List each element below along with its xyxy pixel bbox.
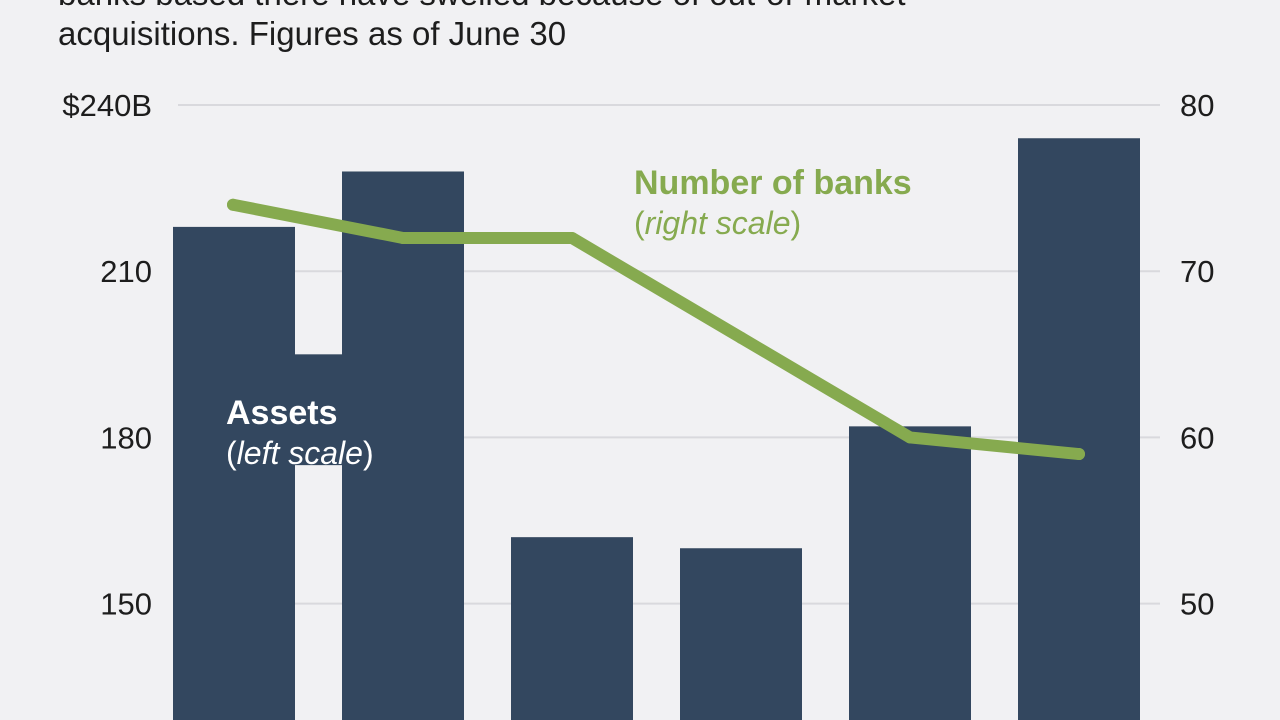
scale-note-italic: right scale xyxy=(645,205,791,241)
right-tick-label-3: 50 xyxy=(1180,587,1214,622)
bank-count-point-6 xyxy=(1073,448,1085,461)
bank-count-point-3 xyxy=(566,231,578,244)
bank-count-point-4 xyxy=(735,331,747,344)
left-tick-label-0: $240B xyxy=(62,88,152,123)
bank-count-polyline xyxy=(227,198,1085,461)
asset-bar-3 xyxy=(511,537,633,720)
series-labels: Assets (left scale) Number of banks (rig… xyxy=(226,164,912,471)
left-tick-label-2: 180 xyxy=(100,420,152,455)
bank-count-point-5 xyxy=(904,431,916,444)
assets-series-label: Assets xyxy=(226,394,338,432)
scale-note-close: ) xyxy=(791,205,802,241)
subtitle-line-2: acquisitions. Figures as of June 30 xyxy=(58,15,567,52)
bank-count-point-1 xyxy=(227,198,239,211)
banks-series-label: Number of banks xyxy=(634,164,912,202)
asset-bars xyxy=(173,138,1140,720)
asset-bar-2 xyxy=(342,171,464,720)
asset-bar-connector xyxy=(295,354,342,466)
left-tick-label-1: 210 xyxy=(100,254,152,289)
asset-bar-6 xyxy=(1018,138,1140,720)
bank-count-line xyxy=(227,198,1085,461)
scale-note-close: ) xyxy=(363,435,374,471)
subtitle-line-1: banks based there have swelled because o… xyxy=(58,0,1238,14)
chart-subtitle: banks based there have swelled because o… xyxy=(58,0,1238,54)
bank-count-point-2 xyxy=(397,231,409,244)
scale-note-italic: left scale xyxy=(237,435,363,471)
left-tick-label-3: 150 xyxy=(100,587,152,622)
right-tick-label-1: 70 xyxy=(1180,254,1214,289)
asset-bar-4 xyxy=(680,548,802,720)
right-tick-label-0: 80 xyxy=(1180,88,1214,123)
banks-scale-note: (right scale) xyxy=(634,205,801,241)
right-tick-label-2: 60 xyxy=(1180,420,1214,455)
asset-bar-1 xyxy=(173,226,295,720)
assets-scale-note: (left scale) xyxy=(226,435,374,471)
axis-ticks: $240B 210 180 150 80 70 60 50 xyxy=(62,88,1214,622)
asset-bar-5 xyxy=(849,426,971,720)
